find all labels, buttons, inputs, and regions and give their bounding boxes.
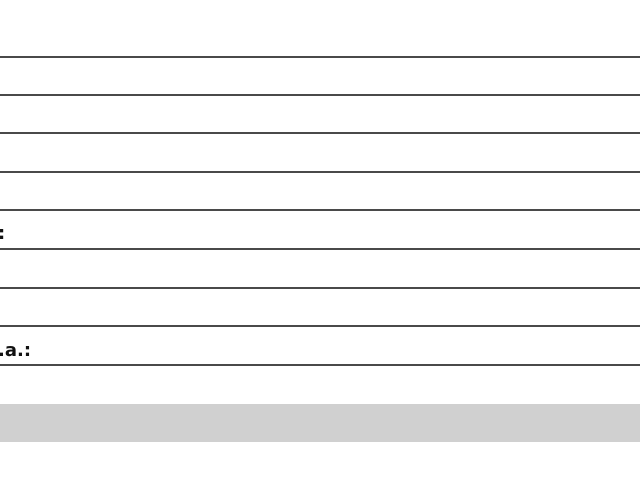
form-line xyxy=(0,94,640,96)
form-line xyxy=(0,209,640,211)
footer-bar xyxy=(0,404,640,442)
field-label: .a.: xyxy=(0,340,32,361)
form-line xyxy=(0,171,640,173)
form-line xyxy=(0,325,640,327)
form-line xyxy=(0,287,640,289)
form-line xyxy=(0,56,640,58)
field-label: : xyxy=(0,224,5,244)
form-line xyxy=(0,132,640,134)
form-line xyxy=(0,248,640,250)
form-line xyxy=(0,364,640,366)
